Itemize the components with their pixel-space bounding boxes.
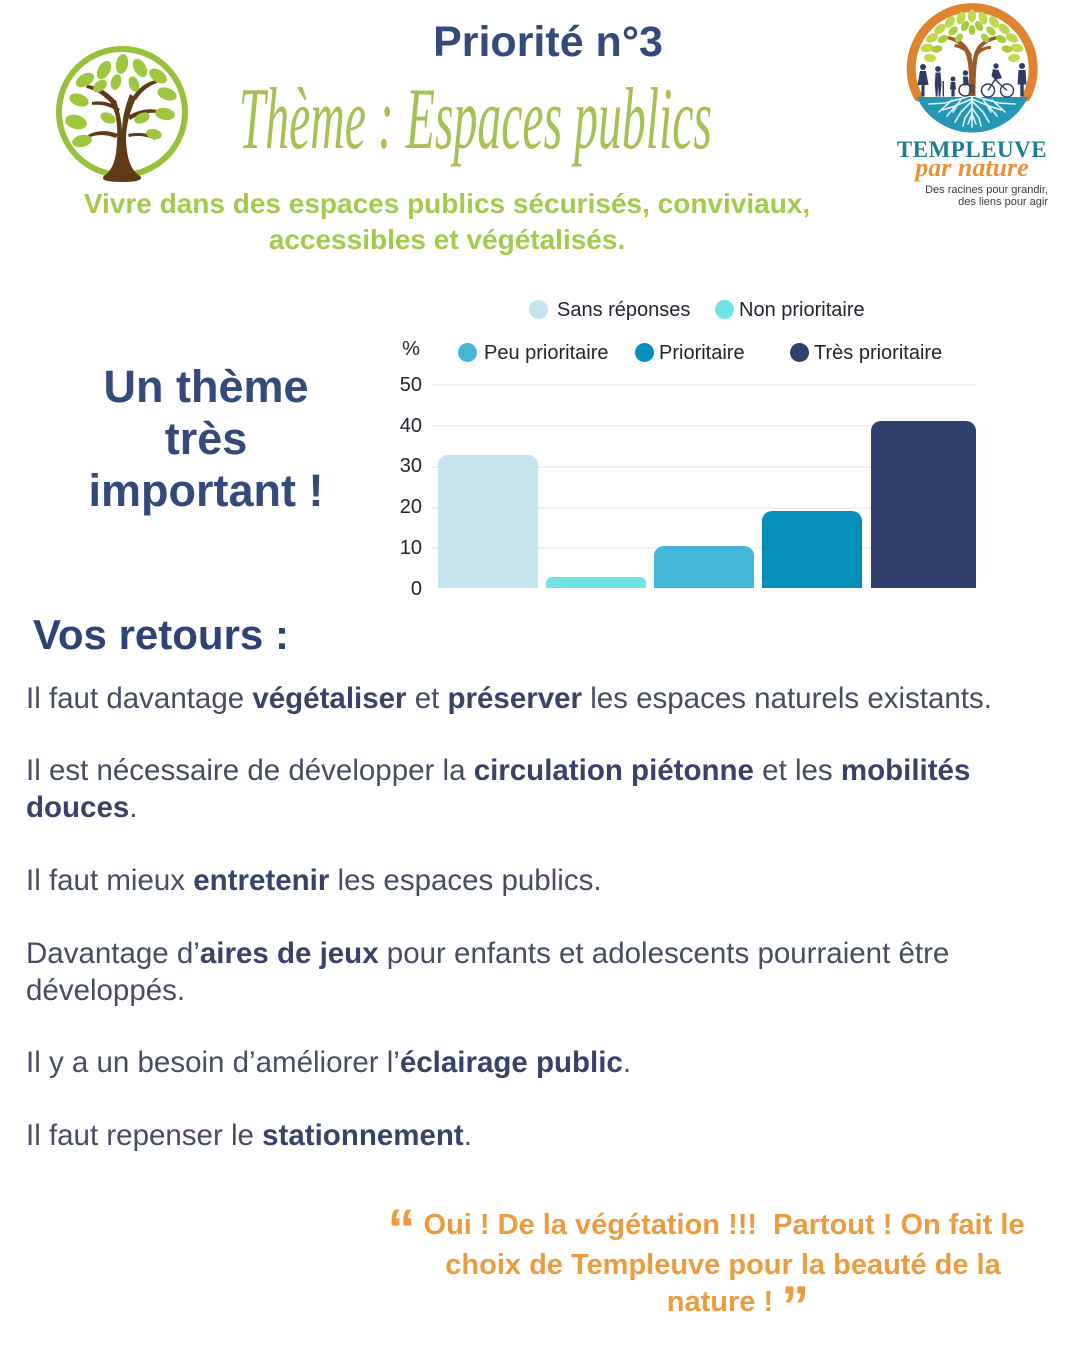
svg-text:Des racines pour grandir,: Des racines pour grandir,: [925, 184, 1048, 196]
svg-text:par nature: par nature: [913, 153, 1028, 182]
svg-text:TEMPLEUVE: TEMPLEUVE: [897, 137, 1047, 162]
svg-text:des liens pour agir: des liens pour agir: [958, 196, 1048, 208]
